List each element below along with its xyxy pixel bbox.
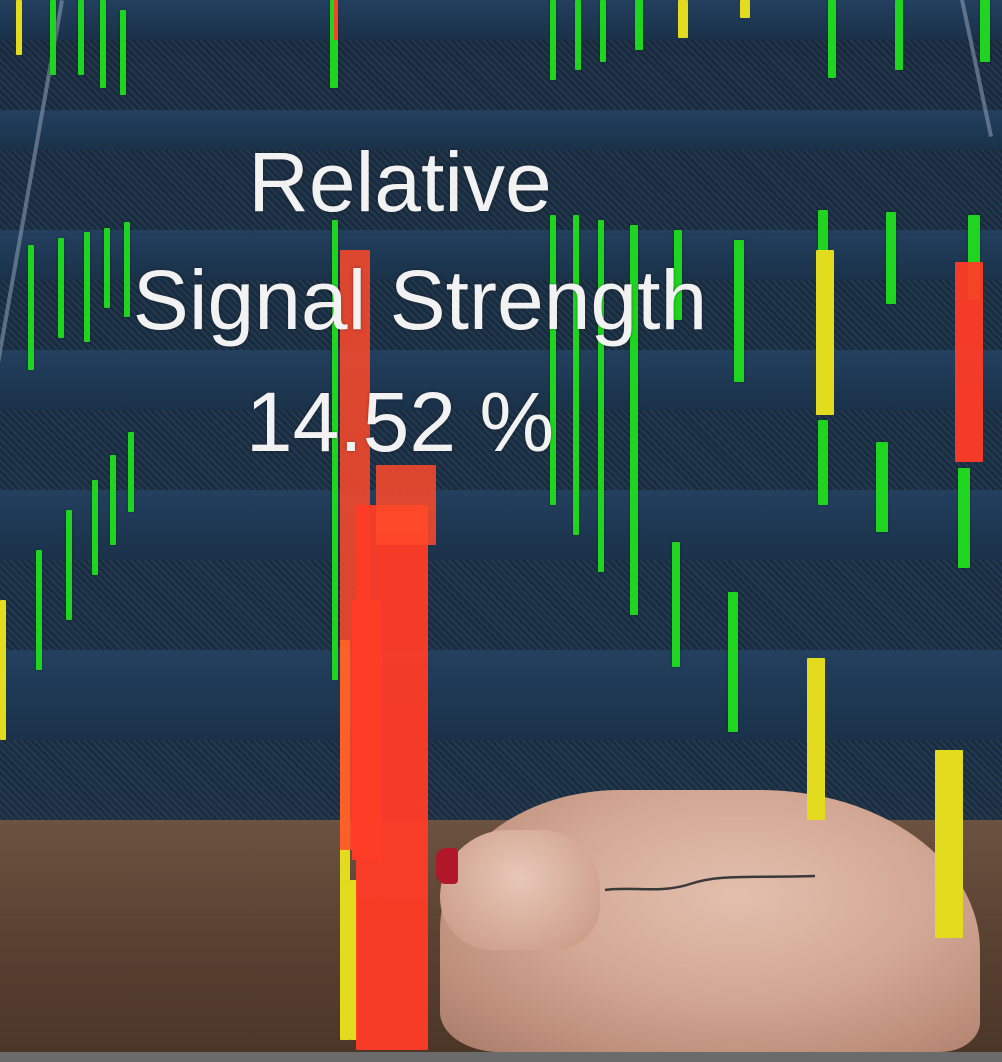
signal-bar-green (635, 0, 643, 50)
stair-riser (0, 280, 1002, 350)
signal-bar-green (78, 0, 84, 75)
signal-bar-yellow (816, 250, 834, 415)
signal-bar-green (58, 238, 64, 338)
signal-bar-green (818, 420, 828, 505)
stair-riser (0, 740, 1002, 820)
stair-tread (0, 0, 1002, 40)
signal-bar-green (600, 0, 606, 62)
signal-bar-yellow (16, 0, 22, 55)
signal-bar-green (124, 222, 130, 317)
signal-bar-green (575, 0, 581, 70)
signal-bar-yellow (0, 600, 6, 740)
bottom-border (0, 1052, 1002, 1062)
stair-tread (0, 650, 1002, 740)
stair-tread (0, 230, 1002, 280)
signal-bar-red (376, 465, 436, 545)
signal-bar-green (630, 225, 638, 615)
title-line-2: Signal Strength (132, 253, 708, 347)
signal-bar-red (955, 262, 983, 462)
signal-bar-green (128, 432, 134, 512)
signal-bar-green (958, 468, 970, 568)
thumb (440, 830, 600, 950)
signal-bar-green (876, 442, 888, 532)
signal-bar-red (352, 600, 382, 860)
signal-bar-yellow (740, 0, 750, 18)
tattoo-mark (604, 874, 816, 892)
signal-bar-green (92, 480, 98, 575)
stair-tread (0, 110, 1002, 150)
signal-bar-green (28, 245, 34, 370)
signal-bar-green (895, 0, 903, 70)
signal-bar-green (980, 0, 990, 62)
signal-bar-green (674, 230, 682, 320)
signal-bar-green (550, 215, 556, 505)
signal-bar-green (100, 0, 106, 88)
signal-bar-green (110, 455, 116, 545)
fingernail (436, 848, 458, 884)
title-line-1: Relative (248, 135, 552, 229)
signal-bar-red (334, 0, 338, 40)
signal-bar-green (728, 592, 738, 732)
signal-bar-green (36, 550, 42, 670)
stair-tread (0, 490, 1002, 560)
signal-bar-green (120, 10, 126, 95)
signal-bar-green (66, 510, 72, 620)
signal-bar-yellow (807, 658, 825, 820)
signal-strength-value: 14.52 % (245, 375, 555, 469)
stair-riser (0, 150, 1002, 230)
signal-bar-green (84, 232, 90, 342)
signal-bar-green (598, 220, 604, 572)
signal-bar-green (330, 0, 338, 88)
stair-tread (0, 350, 1002, 410)
signal-bar-green (104, 228, 110, 308)
signal-bar-green (672, 542, 680, 667)
signal-bar-yellow (678, 0, 688, 38)
signal-bar-green (734, 240, 744, 382)
signal-bar-green (550, 0, 556, 80)
signal-bar-yellow (350, 880, 358, 1040)
stair-riser (0, 40, 1002, 110)
signal-bar-green (332, 220, 338, 680)
signal-bar-green (50, 0, 56, 75)
stair-riser (0, 410, 1002, 490)
stair-riser (0, 560, 1002, 650)
signal-bar-yellow (935, 750, 963, 938)
signal-bar-green (828, 0, 836, 78)
signal-bar-green (573, 215, 579, 535)
signal-bar-green (886, 212, 896, 304)
